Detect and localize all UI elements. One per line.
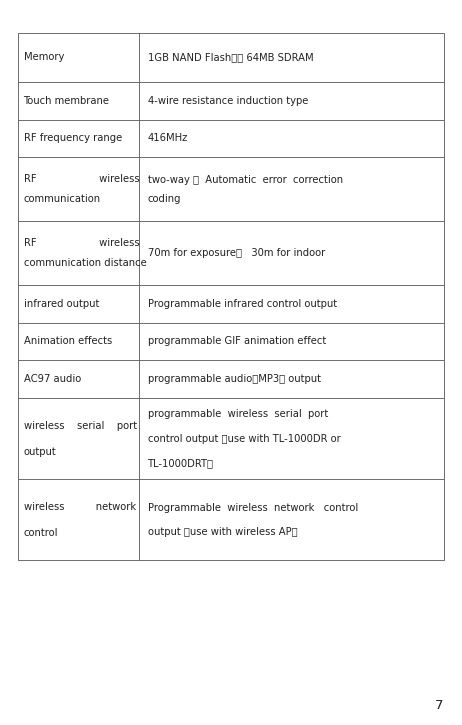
Text: programmable  wireless  serial  port: programmable wireless serial port	[147, 410, 328, 419]
Text: AC97 audio: AC97 audio	[24, 374, 81, 384]
Text: communication distance: communication distance	[24, 258, 146, 268]
Text: programmable audio，MP3， output: programmable audio，MP3， output	[147, 374, 321, 384]
Text: control output ，use with TL-1000DR or: control output ，use with TL-1000DR or	[147, 434, 340, 444]
Text: output ，use with wireless AP，: output ，use with wireless AP，	[147, 527, 297, 537]
Text: two-way ，  Automatic  error  correction: two-way ， Automatic error correction	[147, 175, 343, 185]
Text: output: output	[24, 447, 56, 457]
Text: 1GB NAND Flash，　 64MB SDRAM: 1GB NAND Flash， 64MB SDRAM	[147, 52, 313, 62]
Text: wireless          network: wireless network	[24, 502, 136, 512]
Text: Programmable infrared control output: Programmable infrared control output	[147, 299, 337, 309]
Text: 70m for exposure，   30m for indoor: 70m for exposure， 30m for indoor	[147, 248, 325, 258]
Text: communication: communication	[24, 194, 101, 204]
Text: RF frequency range: RF frequency range	[24, 133, 122, 144]
Text: programmable GIF animation effect: programmable GIF animation effect	[147, 336, 326, 347]
Text: RF                    wireless: RF wireless	[24, 238, 139, 248]
Text: Memory: Memory	[24, 52, 64, 62]
Text: 416MHz: 416MHz	[147, 133, 188, 144]
Text: 4-wire resistance induction type: 4-wire resistance induction type	[147, 96, 308, 106]
Text: RF                    wireless: RF wireless	[24, 174, 139, 184]
Text: TL-1000DRT，: TL-1000DRT，	[147, 458, 213, 468]
Text: 7: 7	[435, 699, 444, 712]
Text: infrared output: infrared output	[24, 299, 99, 309]
Text: coding: coding	[147, 194, 181, 204]
Text: Animation effects: Animation effects	[24, 336, 112, 347]
Text: wireless    serial    port: wireless serial port	[24, 420, 137, 431]
Bar	[18, 33, 444, 560]
Text: Programmable  wireless  network   control: Programmable wireless network control	[147, 502, 358, 513]
Text: Touch membrane: Touch membrane	[24, 96, 109, 106]
Text: control: control	[24, 528, 58, 538]
